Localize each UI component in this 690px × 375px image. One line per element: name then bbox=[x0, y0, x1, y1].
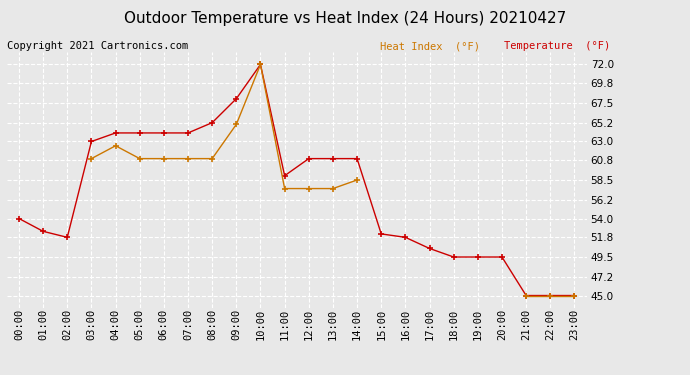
Text: Copyright 2021 Cartronics.com: Copyright 2021 Cartronics.com bbox=[7, 41, 188, 51]
Text: Outdoor Temperature vs Heat Index (24 Hours) 20210427: Outdoor Temperature vs Heat Index (24 Ho… bbox=[124, 11, 566, 26]
Text: Temperature  (°F): Temperature (°F) bbox=[504, 41, 610, 51]
Text: Heat Index  (°F): Heat Index (°F) bbox=[380, 41, 480, 51]
